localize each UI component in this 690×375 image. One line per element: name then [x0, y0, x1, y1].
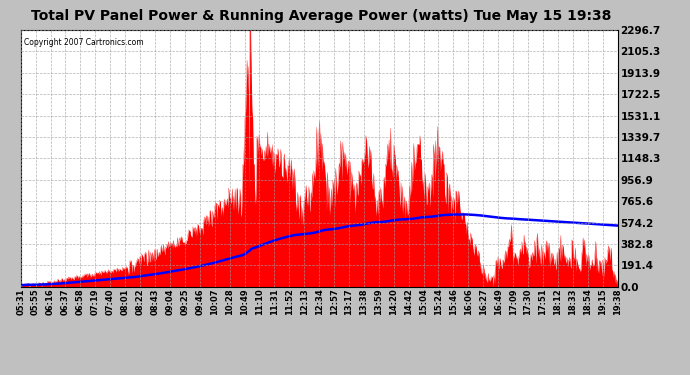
Text: Total PV Panel Power & Running Average Power (watts) Tue May 15 19:38: Total PV Panel Power & Running Average P…	[30, 9, 611, 23]
Text: Copyright 2007 Cartronics.com: Copyright 2007 Cartronics.com	[23, 38, 144, 47]
